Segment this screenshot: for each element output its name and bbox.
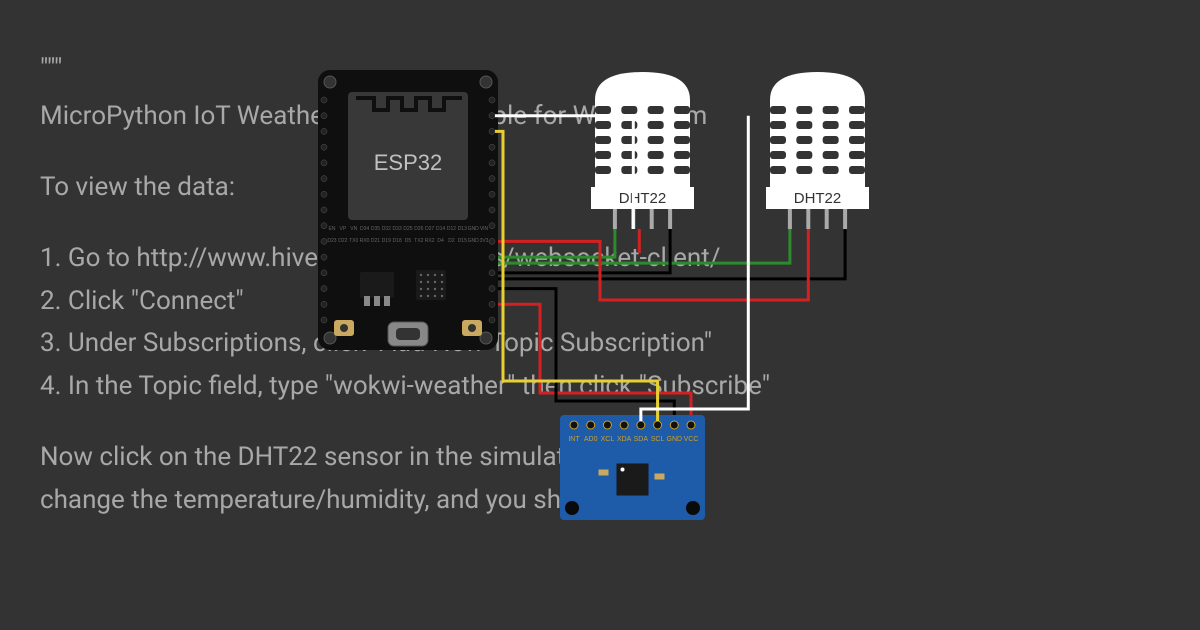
code-line-2: To view the data:: [40, 166, 1160, 209]
code-text: """ MicroPython IoT Weather Station Exam…: [0, 0, 1200, 630]
code-line-7: Now click on the DHT22 sensor in the sim…: [40, 436, 1160, 479]
code-line-5: 3. Under Subscriptions, click "Add New T…: [40, 322, 1160, 365]
triple-quote: """: [40, 48, 1160, 91]
code-line-6: 4. In the Topic field, type "wokwi-weath…: [40, 365, 1160, 408]
code-line-4: 2. Click "Connect": [40, 280, 1160, 323]
code-line-8: change the temperature/humidity, and you…: [40, 479, 1160, 522]
code-line-3: 1. Go to http://www.hivemq.com/demos/web…: [40, 237, 1160, 280]
code-line-1: MicroPython IoT Weather Station Example …: [40, 95, 1160, 138]
